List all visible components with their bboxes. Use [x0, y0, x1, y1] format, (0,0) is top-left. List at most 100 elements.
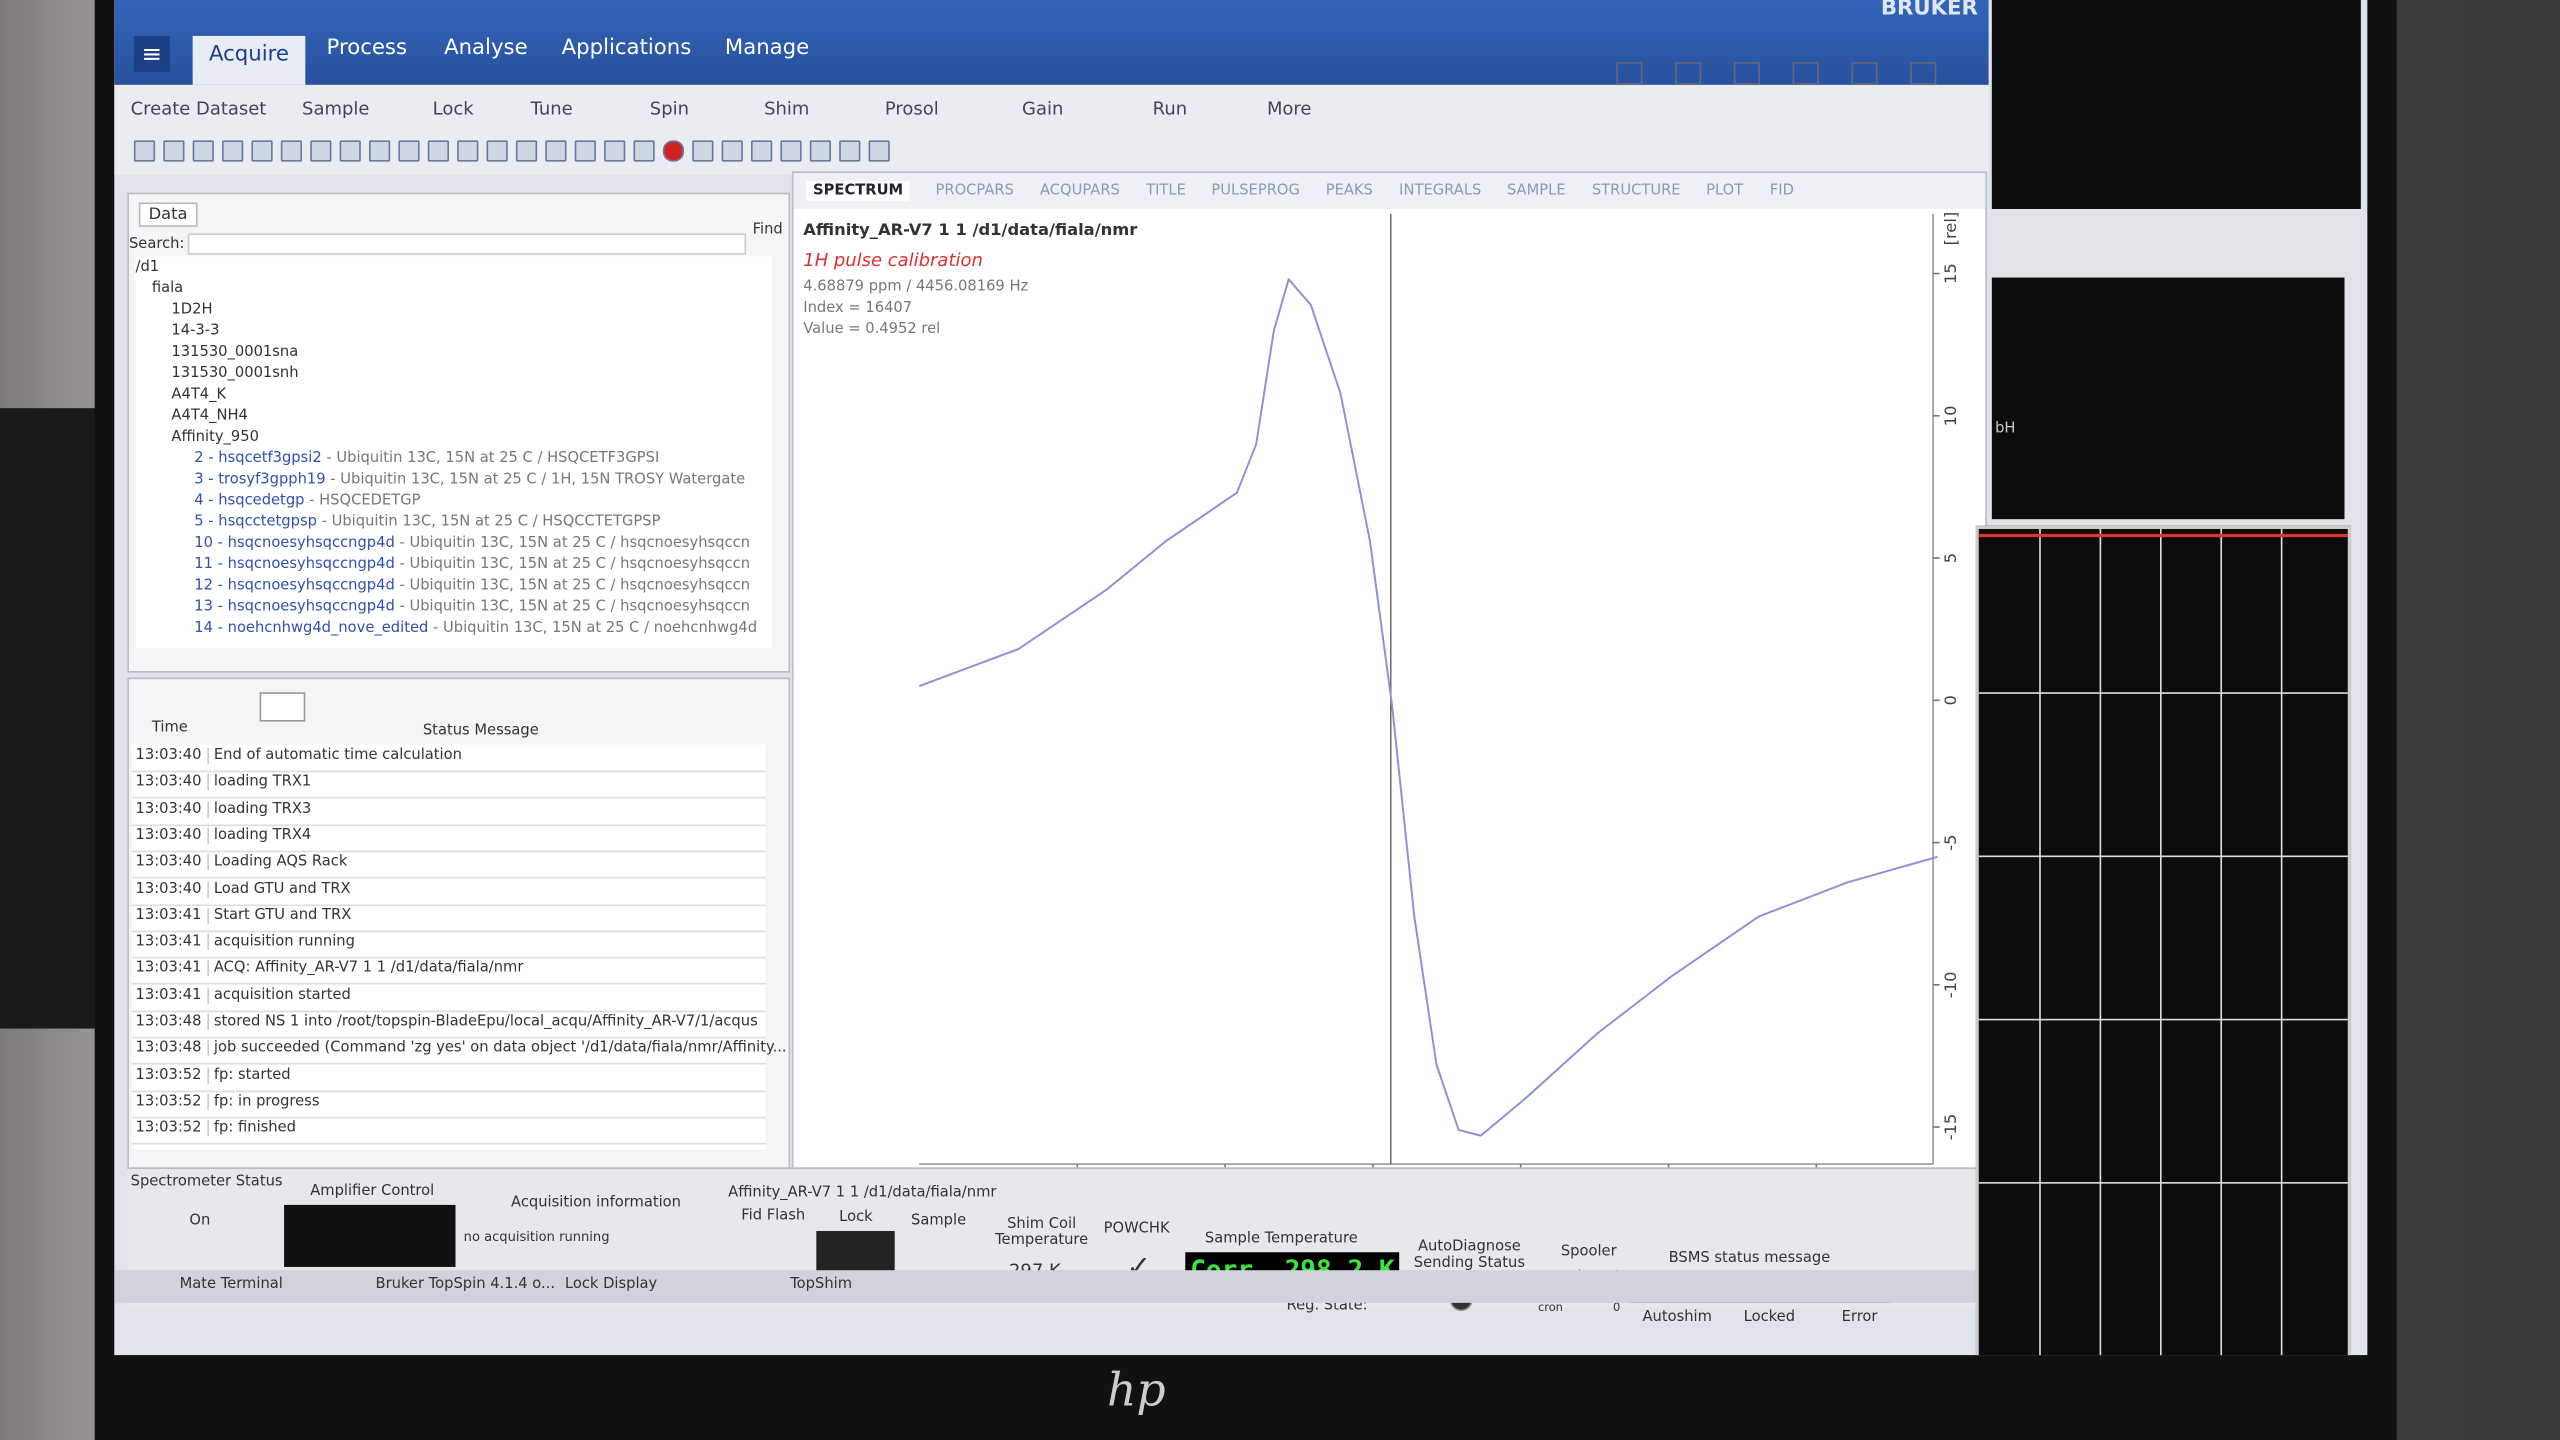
tool-icon[interactable]	[251, 140, 273, 162]
spectrum-tab[interactable]: PROCPARS	[935, 182, 1014, 200]
tool-icon[interactable]	[368, 140, 391, 162]
toolbar-button[interactable]: Spin	[649, 97, 689, 120]
lock-trace	[1978, 533, 2348, 538]
tool-icon[interactable]	[721, 140, 743, 162]
tool-icon[interactable]	[133, 140, 156, 162]
tool-icon[interactable]	[339, 140, 361, 162]
tool-icon[interactable]	[457, 140, 479, 162]
hamburger[interactable]: ≡	[133, 35, 170, 72]
log-icon[interactable]	[259, 692, 306, 722]
log-message: Start GTU and TRX	[207, 907, 351, 924]
tool-icon[interactable]	[515, 140, 538, 162]
toolbar-button[interactable]: Gain	[1022, 97, 1064, 120]
toolbar-button[interactable]: Prosol	[884, 97, 939, 120]
taskbar-item[interactable]: Mate Terminal	[179, 1276, 283, 1294]
tree-node[interactable]: fiala	[151, 280, 184, 298]
tool-icon[interactable]	[163, 140, 185, 162]
spectrum-tab[interactable]: PULSEPROG	[1211, 182, 1300, 200]
tool-icon[interactable]	[809, 140, 832, 162]
tool-icon[interactable]	[574, 140, 596, 162]
y-tick-label: -10	[1941, 972, 1960, 999]
menu-tab[interactable]: Applications	[561, 35, 692, 61]
taskbar-item[interactable]: Lock Display	[564, 1276, 658, 1294]
tree-row: 4 - hsqcedetgp - HSQCEDETGP	[194, 490, 420, 514]
tool-icon[interactable]	[633, 140, 655, 162]
tool-icon[interactable]	[1910, 62, 1937, 85]
log-message: loading TRX3	[207, 800, 311, 818]
experiment-name[interactable]: 14 - noehcnhwg4d_nove_edited	[194, 620, 429, 637]
spectrum-tab[interactable]: STRUCTURE	[1591, 182, 1681, 200]
experiment-name[interactable]: 13 - hsqcnoesyhsqccngp4d	[194, 599, 395, 616]
tool-icon[interactable]	[1792, 62, 1819, 85]
tree-node[interactable]: /d1	[135, 259, 160, 276]
experiment-desc: - Ubiquitin 13C, 15N at 25 C / 1H, 15N T…	[325, 471, 746, 489]
tool-icon[interactable]	[662, 140, 685, 162]
menu-tab[interactable]: Acquire	[192, 35, 306, 85]
taskbar-item[interactable]: TopShim	[790, 1276, 853, 1294]
toolbar-button[interactable]: Lock	[432, 97, 474, 120]
tree-node[interactable]: 131530_0001snh	[171, 365, 299, 383]
taskbar-item[interactable]: Bruker TopSpin 4.1.4 o...	[375, 1276, 556, 1294]
tool-icon[interactable]	[751, 140, 773, 162]
experiment-name[interactable]: 5 - hsqcctetgpsp	[194, 514, 317, 531]
tool-icon[interactable]	[1851, 62, 1878, 85]
tool-icon[interactable]	[692, 140, 714, 162]
toolbar-button[interactable]: Run	[1152, 97, 1188, 120]
spectrum-tab[interactable]: FID	[1769, 182, 1794, 200]
spectrum-tab[interactable]: SPECTRUM	[806, 181, 910, 201]
status-text: Affinity_AR-V7 1 1 /d1/data/fiala/nmr	[728, 1185, 997, 1202]
spectrum-tab[interactable]: PLOT	[1706, 182, 1744, 200]
log-rows: 13:03:40 End of automatic time calculatio…	[132, 744, 787, 1150]
log-line	[132, 878, 766, 906]
log-line	[132, 771, 766, 799]
tree-row: 11 - hsqcnoesyhsqccngp4d - Ubiquitin 13C…	[194, 553, 750, 577]
toolbar-button[interactable]: Sample	[302, 97, 370, 120]
lock-panel: bH	[1991, 212, 2352, 523]
experiment-name[interactable]: 11 - hsqcnoesyhsqccngp4d	[194, 556, 395, 574]
spectrum-tab[interactable]: TITLE	[1146, 182, 1186, 200]
menu-tab[interactable]: Manage	[724, 35, 810, 61]
tree-node[interactable]: Affinity_950	[171, 429, 259, 446]
search-box[interactable]	[187, 233, 747, 255]
tree-node[interactable]: A4T4_NH4	[171, 408, 248, 425]
tool-icon[interactable]	[604, 140, 626, 162]
tool-icon[interactable]	[222, 140, 244, 162]
toolbar-button[interactable]: More	[1266, 97, 1312, 120]
spectrum-tab[interactable]: PEAKS	[1325, 182, 1373, 200]
log-message: fp: finished	[207, 1120, 296, 1137]
tool-icon[interactable]	[1616, 62, 1643, 85]
tool-icon[interactable]	[545, 140, 567, 162]
experiment-name[interactable]: 4 - hsqcedetgp	[194, 493, 305, 510]
tool-icon[interactable]	[1675, 62, 1702, 85]
toolbar-button[interactable]: Tune	[530, 97, 573, 120]
log-time: 13:03:48	[135, 1040, 202, 1057]
experiment-name[interactable]: 10 - hsqcnoesyhsqccngp4d	[194, 535, 395, 552]
toolbar-button[interactable]: Create Dataset	[130, 97, 267, 120]
tree-node[interactable]: 131530_0001sna	[171, 344, 299, 361]
tool-icon[interactable]	[868, 140, 890, 162]
spectrum-tab[interactable]: INTEGRALS	[1399, 182, 1482, 200]
tree-node[interactable]: 1D2H	[171, 302, 213, 319]
toolbar-button[interactable]: Shim	[764, 97, 810, 120]
tool-icon[interactable]	[780, 140, 802, 162]
experiment-name[interactable]: 12 - hsqcnoesyhsqccngp4d	[194, 577, 395, 595]
tool-icon[interactable]	[192, 140, 214, 162]
tree-node[interactable]: A4T4_K	[171, 386, 227, 404]
tree-node[interactable]: 14-3-3	[171, 323, 220, 340]
experiment-name[interactable]: 3 - trosyf3gpph19	[194, 471, 326, 489]
log-line	[132, 984, 766, 1012]
tool-icon[interactable]	[280, 140, 303, 162]
tool-icon[interactable]	[427, 140, 449, 162]
tool-icon[interactable]	[1733, 62, 1760, 85]
tool-icon[interactable]	[839, 140, 861, 162]
tool-icon[interactable]	[310, 140, 332, 162]
menu-tab[interactable]: Analyse	[444, 35, 528, 61]
experiment-name[interactable]: 2 - hsqcetf3gpsi2	[194, 450, 322, 467]
tool-icon[interactable]	[398, 140, 420, 162]
browser-tab[interactable]: Data	[138, 202, 198, 227]
spectrum-tab[interactable]: SAMPLE	[1506, 182, 1566, 200]
tool-icon[interactable]	[486, 140, 508, 162]
spectrum-tab[interactable]: ACQUPARS	[1040, 182, 1120, 200]
find-button[interactable]: Find	[752, 222, 783, 239]
menu-tab[interactable]: Process	[326, 35, 408, 61]
